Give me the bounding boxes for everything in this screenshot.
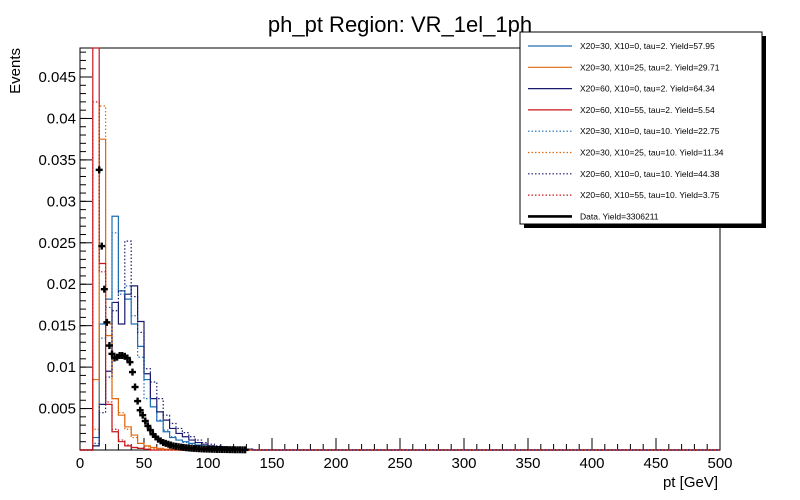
data-point xyxy=(98,242,106,250)
data-point xyxy=(136,406,144,414)
data-point xyxy=(123,354,131,362)
x-tick-label: 50 xyxy=(136,455,153,472)
x-tick-label: 0 xyxy=(76,455,84,472)
y-tick-label: 0.015 xyxy=(38,318,76,335)
y-tick-label: 0.03 xyxy=(47,193,76,210)
x-axis-title: pt [GeV] xyxy=(663,474,718,491)
legend: X20=30, X10=0, tau=2. Yield=57.95 X20=30,… xyxy=(519,31,766,228)
data-point xyxy=(139,411,147,419)
data-point xyxy=(128,368,136,376)
x-tick-label: 100 xyxy=(195,455,220,472)
legend-label: X20=30, X10=0, tau=10. Yield=22.75 xyxy=(580,126,720,136)
legend-label: X20=60, X10=0, tau=10. Yield=44.38 xyxy=(580,169,720,179)
data-point xyxy=(126,358,134,366)
legend-label: X20=30, X10=0, tau=2. Yield=57.95 xyxy=(580,41,715,51)
y-tick-label: 0.025 xyxy=(38,235,76,252)
x-tick-label: 500 xyxy=(707,455,732,472)
data-point xyxy=(146,426,154,434)
legend-label: X20=60, X10=55, tau=10. Yield=3.75 xyxy=(580,190,720,200)
data-point xyxy=(134,397,142,405)
data-point xyxy=(95,166,103,174)
data-points xyxy=(95,166,249,454)
chart-title: ph_pt Region: VR_1el_1ph xyxy=(268,12,532,37)
x-tick-label: 250 xyxy=(387,455,412,472)
y-tick-label: 0.02 xyxy=(47,276,76,293)
data-point xyxy=(141,417,149,425)
legend-box xyxy=(519,31,763,225)
y-axis-title: Events xyxy=(7,48,24,94)
data-point xyxy=(103,318,111,326)
data-point xyxy=(131,383,139,391)
y-tick-label: 0.035 xyxy=(38,152,76,169)
y-tick-label: 0.04 xyxy=(47,110,76,127)
x-tick-label: 200 xyxy=(323,455,348,472)
data-point xyxy=(108,350,116,358)
y-tick-label: 0.01 xyxy=(47,359,76,376)
legend-label: X20=30, X10=25, tau=10. Yield=11.34 xyxy=(580,148,724,158)
legend-label: Data. Yield=3306211 xyxy=(580,211,659,221)
x-tick-label: 400 xyxy=(579,455,604,472)
y-tick-label: 0.005 xyxy=(38,401,76,418)
legend-label: X20=30, X10=25, tau=2. Yield=29.71 xyxy=(580,62,720,72)
x-tick-label: 150 xyxy=(259,455,284,472)
data-point xyxy=(144,422,152,430)
x-tick-label: 450 xyxy=(643,455,668,472)
x-tick-label: 350 xyxy=(515,455,540,472)
x-tick-label: 300 xyxy=(451,455,476,472)
legend-label: X20=60, X10=55, tau=2. Yield=5.54 xyxy=(580,105,715,115)
histogram-series-7 xyxy=(80,240,720,451)
data-point xyxy=(100,285,108,293)
axis-ticks: 0 50 100 150 200 250 300 350 400 450 500 0.005 0.01 0… xyxy=(38,51,733,472)
data-point xyxy=(105,342,113,350)
y-tick-label: 0.045 xyxy=(38,69,76,86)
data-point xyxy=(241,446,249,454)
legend-label: X20=60, X10=0, tau=2. Yield=64.34 xyxy=(580,84,715,94)
